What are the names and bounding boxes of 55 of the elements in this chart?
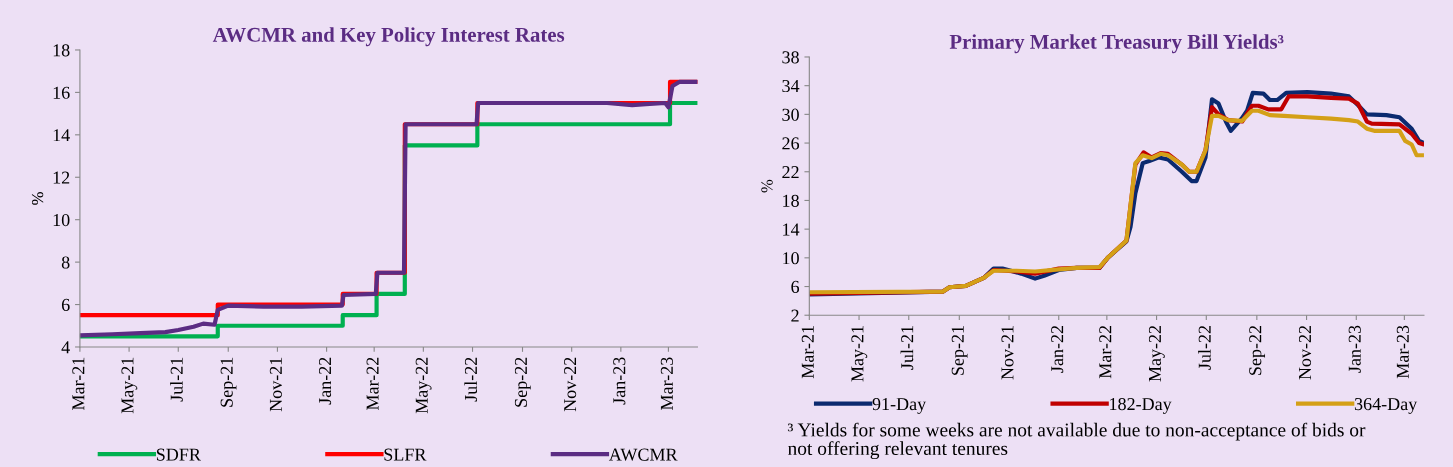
legend-label: 91-Day (872, 398, 927, 414)
chart-title: AWCMR and Key Policy Interest Rates (212, 27, 565, 47)
x-tick-label: Mar-23 (1396, 325, 1409, 379)
x-tick-label: Jul-21 (900, 326, 914, 370)
x-tick-label: Mar-21 (72, 357, 85, 410)
y-tick-label: 18 (53, 44, 70, 57)
y-tick-label: 34 (782, 79, 800, 93)
x-tick-label: Nov-22 (564, 357, 577, 412)
y-tick-label: 8 (61, 256, 70, 269)
y-tick-label: 38 (782, 51, 799, 64)
x-tick-label: Mar-22 (1099, 325, 1112, 379)
x-tick-label: Sep-21 (951, 326, 968, 375)
y-tick-label: 22 (782, 166, 799, 179)
legend-label: 182-Day (1110, 397, 1172, 414)
y-tick-label: 30 (782, 108, 799, 121)
x-tick-label: Jul-21 (170, 357, 183, 402)
x-tick-label: Nov-22 (1298, 325, 1312, 380)
y-tick-label: 14 (783, 223, 800, 236)
x-tick-label: Sep-22 (514, 357, 531, 407)
legend-label: AWCMR (608, 448, 678, 461)
legend-label: SLFR (384, 448, 427, 461)
x-tick-label: Sep-21 (220, 357, 237, 407)
x-tick-label: Nov-21 (269, 357, 282, 412)
x-tick-label: Jul-22 (1198, 325, 1211, 370)
legend-label: SDFR (156, 448, 201, 461)
x-tick-label: Mar-22 (366, 357, 379, 410)
y-tick-label: 12 (53, 171, 70, 184)
x-tick-label: Jan-22 (1051, 325, 1064, 373)
x-tick-label: May-22 (1148, 325, 1165, 382)
y-tick-label: 16 (53, 86, 70, 99)
x-tick-label: Jan-23 (613, 357, 626, 405)
x-tick-label: Jul-22 (464, 357, 478, 402)
x-tick-label: Nov-21 (1001, 326, 1014, 380)
x-tick-label: Mar-21 (801, 326, 814, 379)
y-tick-label: 10 (783, 252, 799, 265)
y-tick-label: 18 (783, 194, 799, 207)
text: ³ Yields for some weeks are not available due to non-acceptance of bids or not offering relevant tenures (787, 422, 1366, 460)
y-axis-title: % (31, 192, 44, 205)
y-tick-label: 14 (53, 129, 70, 142)
x-tick-label: May-21 (121, 357, 138, 414)
y-tick-label: 2 (791, 309, 799, 322)
x-tick-label: May-22 (415, 357, 432, 414)
y-tick-label: 26 (782, 137, 800, 150)
legend-label: 364-Day (1354, 398, 1418, 414)
x-tick-label: Mar-23 (660, 357, 673, 410)
x-tick-label: Jan-22 (318, 357, 332, 405)
x-tick-label: May-21 (851, 326, 868, 382)
chart-title: Primary Market Treasury Bill Yields³ (949, 34, 1284, 54)
y-tick-label: 4 (61, 341, 70, 354)
x-tick-label: Sep-22 (1249, 325, 1266, 375)
x-tick-label: Jan-23 (1348, 325, 1361, 373)
y-tick-label: 6 (61, 298, 70, 311)
y-tick-label: 10 (53, 213, 70, 227)
y-axis-title: % (761, 179, 773, 193)
y-tick-label: 6 (791, 280, 800, 293)
